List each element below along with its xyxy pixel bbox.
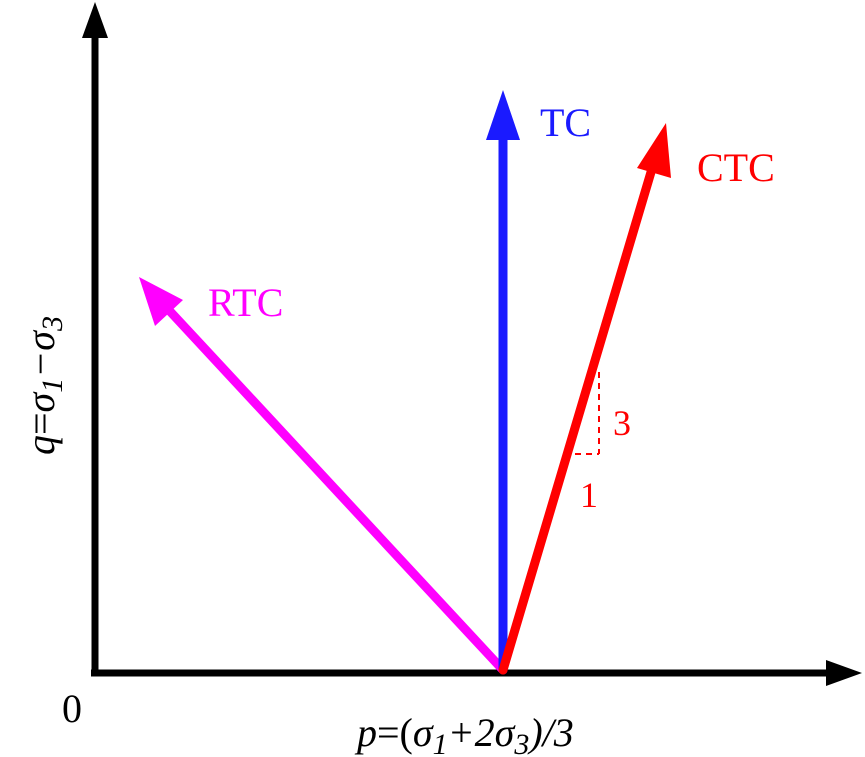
slope-run-label: 1	[580, 475, 598, 515]
x-axis-arrowhead	[826, 660, 862, 686]
tc-arrowhead	[486, 90, 520, 140]
x-axis-title: p=(σ1+2σ3)/3	[354, 710, 574, 757]
y-axis-arrowhead	[82, 2, 108, 38]
slope-triangle	[575, 372, 600, 455]
tc-path	[486, 90, 520, 670]
ctc-label: CTC	[697, 145, 775, 190]
rtc-arrow-shaft	[161, 302, 508, 675]
slope-rise-label: 3	[613, 403, 631, 443]
origin-label: 0	[62, 686, 82, 731]
ctc-arrowhead	[637, 123, 671, 178]
axes	[82, 2, 862, 686]
ctc-path	[498, 123, 671, 675]
tc-label: TC	[540, 100, 591, 145]
rtc-arrowhead	[139, 277, 183, 326]
rtc-label: RTC	[208, 280, 283, 325]
y-axis-title: q=σ1−σ3	[18, 316, 69, 455]
rtc-path	[139, 277, 508, 675]
ctc-arrow-shaft	[498, 157, 659, 675]
